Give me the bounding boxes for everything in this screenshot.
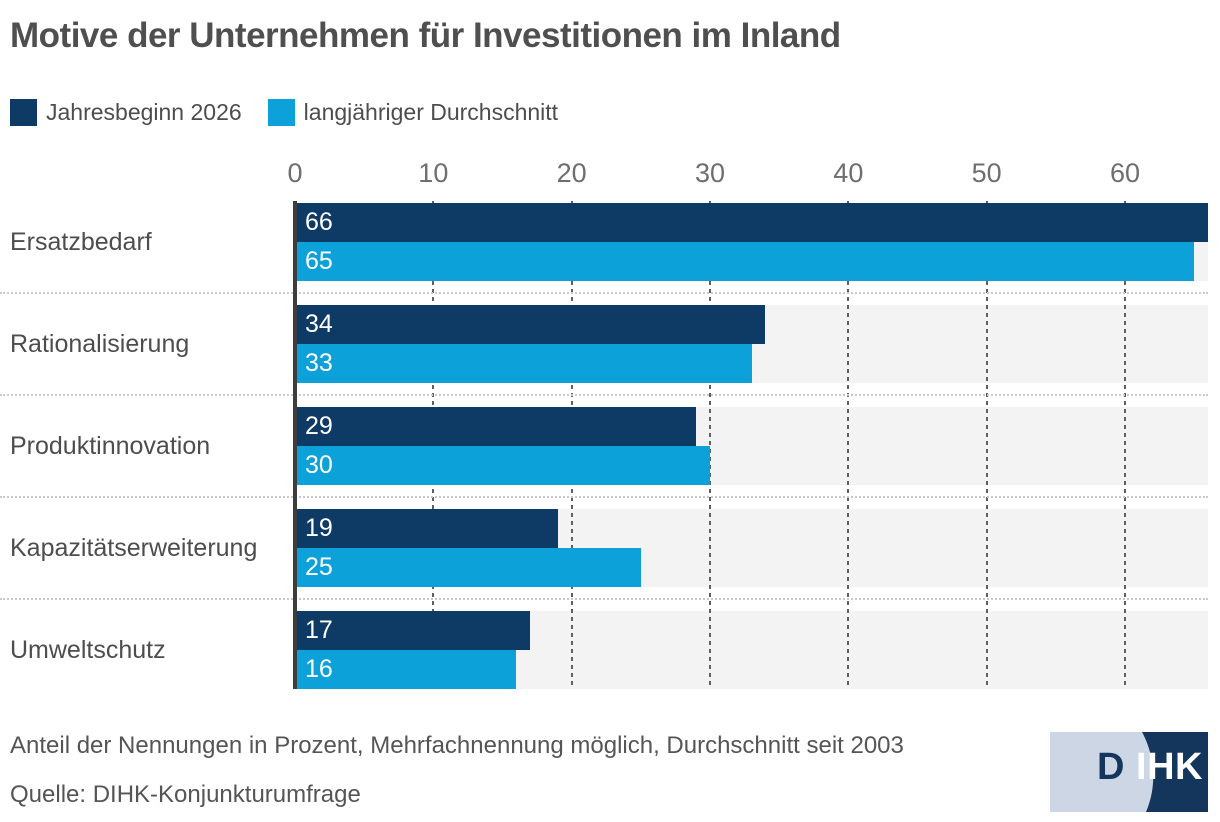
row-separator	[0, 292, 1208, 294]
row-separator	[0, 394, 1208, 396]
bar-value-label: 66	[305, 208, 333, 236]
tick-label: 30	[694, 158, 726, 188]
axis-line	[293, 201, 297, 689]
category-label: Produktinnovation	[10, 431, 211, 460]
bar-jahresbeginn: 34	[295, 305, 766, 344]
bar-jahresbeginn: 66	[295, 203, 1208, 242]
category-label: Rationalisierung	[10, 329, 190, 358]
bar-value-label: 29	[305, 412, 333, 440]
bar-value-label: 25	[305, 553, 333, 581]
row-separator	[0, 496, 1208, 498]
bar-value-label: 65	[305, 247, 333, 275]
legend-label: Jahresbeginn 2026	[46, 99, 242, 125]
gridline	[847, 201, 850, 689]
bar-durchschnitt: 16	[295, 650, 517, 689]
tick-label: 10	[418, 158, 449, 188]
bar-durchschnitt: 65	[295, 242, 1195, 281]
logo-letters-ihk: IHK	[1136, 746, 1203, 788]
tick-label: 20	[556, 158, 587, 188]
bar-value-label: 34	[305, 310, 333, 338]
tick-label: 0	[287, 158, 303, 188]
bar-value-label: 19	[305, 514, 333, 542]
bar-jahresbeginn: 17	[295, 611, 531, 650]
tick-label: 50	[971, 158, 1002, 188]
footer-note: Anteil der Nennungen in Prozent, Mehrfac…	[10, 732, 904, 759]
category-label: Umweltschutz	[10, 635, 166, 664]
category-label: Ersatzbedarf	[10, 227, 152, 256]
bar-value-label: 33	[305, 349, 333, 377]
legend-item-jahresbeginn: Jahresbeginn 2026	[10, 99, 242, 126]
bar-jahresbeginn: 19	[295, 509, 558, 548]
legend: Jahresbeginn 2026 langjähriger Durchschn…	[10, 99, 558, 126]
tick-label: 40	[833, 158, 864, 188]
bar-value-label: 30	[305, 451, 333, 479]
gridline	[709, 201, 711, 689]
bar-durchschnitt: 33	[295, 344, 752, 383]
bar-durchschnitt: 25	[295, 548, 641, 587]
bar-value-label: 16	[305, 655, 333, 683]
legend-swatch-dark	[10, 99, 37, 126]
chart-title: Motive der Unternehmen für Investitionen…	[10, 16, 841, 55]
bar-jahresbeginn: 29	[295, 407, 697, 446]
footer-source: Quelle: DIHK-Konjunkturumfrage	[10, 781, 361, 808]
bar-durchschnitt: 30	[295, 446, 710, 485]
dihk-logo: D IHK	[1050, 732, 1208, 812]
legend-label: langjähriger Durchschnitt	[303, 99, 559, 125]
gridline	[1124, 201, 1126, 689]
category-label: Kapazitätserweiterung	[10, 533, 258, 562]
row-separator	[0, 598, 1208, 600]
bar-value-label: 17	[305, 616, 333, 644]
svg-text:D IHK: D IHK	[1097, 746, 1203, 788]
legend-item-durchschnitt: langjähriger Durchschnitt	[267, 99, 559, 126]
gridline	[985, 201, 988, 689]
tick-label: 60	[1109, 158, 1141, 188]
legend-swatch-light	[267, 99, 295, 126]
logo-letter-d: D	[1097, 746, 1125, 788]
